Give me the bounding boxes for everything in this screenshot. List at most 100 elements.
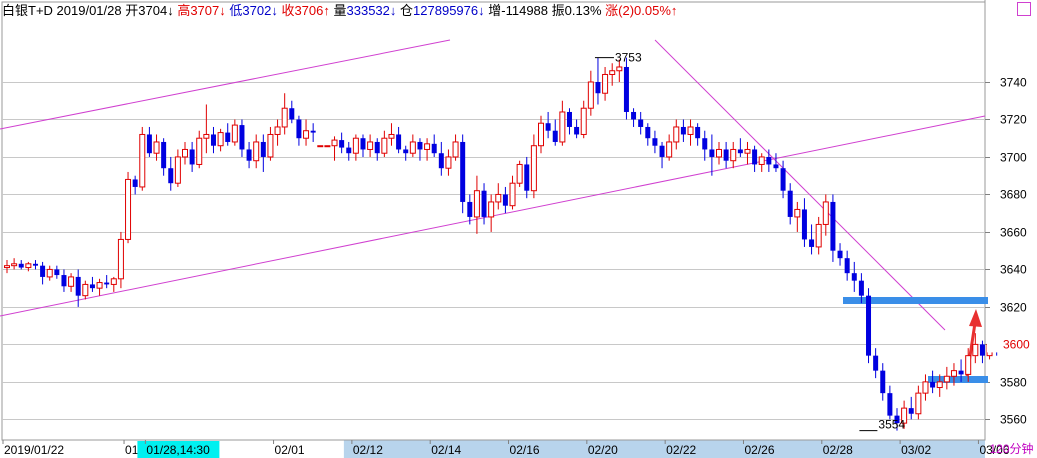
candle xyxy=(587,70,594,116)
open-arrow: ↓ xyxy=(167,3,174,18)
volume-label: 量 xyxy=(333,3,347,18)
candle-body xyxy=(880,370,886,394)
candle-body xyxy=(281,107,288,128)
candle xyxy=(687,119,694,146)
x-tick-label: 01/28,14:30 xyxy=(146,443,210,457)
candle-body xyxy=(161,141,167,169)
candle-body xyxy=(381,137,388,154)
candle-body xyxy=(873,355,879,371)
candle-body xyxy=(922,381,929,394)
period-label[interactable]: 120分钟 xyxy=(989,442,1034,456)
candle xyxy=(673,119,680,150)
candle-body xyxy=(75,276,81,296)
candle xyxy=(530,134,537,199)
candle-body xyxy=(231,124,238,143)
up-arrow-head xyxy=(969,309,982,327)
oi-value: 127895976 xyxy=(413,3,479,18)
candle-body xyxy=(89,284,95,289)
candle-body xyxy=(324,145,331,148)
candle-body xyxy=(289,108,295,120)
candle xyxy=(815,216,822,255)
candle xyxy=(452,134,459,161)
candle xyxy=(260,134,266,172)
candle-body xyxy=(388,133,395,139)
candle xyxy=(331,136,338,161)
candle-body xyxy=(844,258,850,274)
candle-body xyxy=(417,141,423,150)
y-tick-label: 3640 xyxy=(1000,263,1027,277)
candle xyxy=(352,134,359,161)
candle-body xyxy=(737,149,743,154)
candle-body xyxy=(752,149,758,165)
candle xyxy=(495,183,502,210)
candle xyxy=(445,149,452,176)
candle xyxy=(89,276,95,292)
candle-body xyxy=(239,125,245,150)
candle xyxy=(566,108,572,135)
candle xyxy=(680,119,686,142)
candle xyxy=(737,138,743,157)
candle xyxy=(481,183,487,225)
candle-body xyxy=(815,223,822,248)
candle xyxy=(210,126,216,154)
candle xyxy=(574,119,580,139)
oi-label: 仓 xyxy=(400,3,414,18)
candle xyxy=(467,194,473,225)
candle xyxy=(75,269,81,307)
candle-body xyxy=(744,148,751,154)
candle-body xyxy=(196,137,203,165)
candle-body xyxy=(574,126,580,135)
candle xyxy=(196,130,203,169)
candle-body xyxy=(32,263,38,266)
candle-body xyxy=(110,278,117,285)
candle xyxy=(110,276,117,292)
candle xyxy=(438,141,444,176)
candle-body xyxy=(716,148,722,158)
candle xyxy=(631,108,637,127)
candle-body xyxy=(189,149,195,165)
candle xyxy=(936,374,943,397)
panel-toggle-icon[interactable] xyxy=(1017,2,1031,16)
candle-body xyxy=(274,126,281,135)
candle xyxy=(246,141,252,169)
candle xyxy=(460,134,466,214)
candle-body xyxy=(352,137,359,154)
candle xyxy=(239,119,245,157)
candle xyxy=(972,333,979,364)
candle-body xyxy=(780,168,786,191)
candle xyxy=(652,130,658,154)
candle-body xyxy=(887,393,893,416)
candle xyxy=(744,141,751,165)
candle xyxy=(54,265,60,279)
candle xyxy=(915,385,922,420)
candle-body xyxy=(837,250,843,259)
candle-body xyxy=(930,381,936,388)
candle-body xyxy=(467,201,473,217)
candle-body xyxy=(901,407,908,424)
candle xyxy=(174,149,181,187)
candle xyxy=(922,374,929,401)
candle xyxy=(524,156,530,199)
candle xyxy=(225,123,231,146)
candle xyxy=(645,123,651,146)
candle xyxy=(623,57,629,120)
candle xyxy=(844,250,850,281)
high-label: 高 xyxy=(177,3,191,18)
candle xyxy=(773,153,779,172)
candle xyxy=(559,100,566,146)
low-value: 3702 xyxy=(242,3,272,18)
candle-body xyxy=(566,111,572,127)
candle xyxy=(873,348,879,379)
candle xyxy=(403,145,409,161)
candle xyxy=(168,156,174,191)
candle xyxy=(18,260,24,270)
candle-body xyxy=(936,381,943,389)
candle-body xyxy=(552,130,558,142)
candle-body xyxy=(652,138,658,146)
candle xyxy=(858,273,864,304)
candle xyxy=(901,400,908,429)
candle xyxy=(231,119,238,146)
candle-body xyxy=(481,190,487,217)
candle-body xyxy=(723,149,729,161)
